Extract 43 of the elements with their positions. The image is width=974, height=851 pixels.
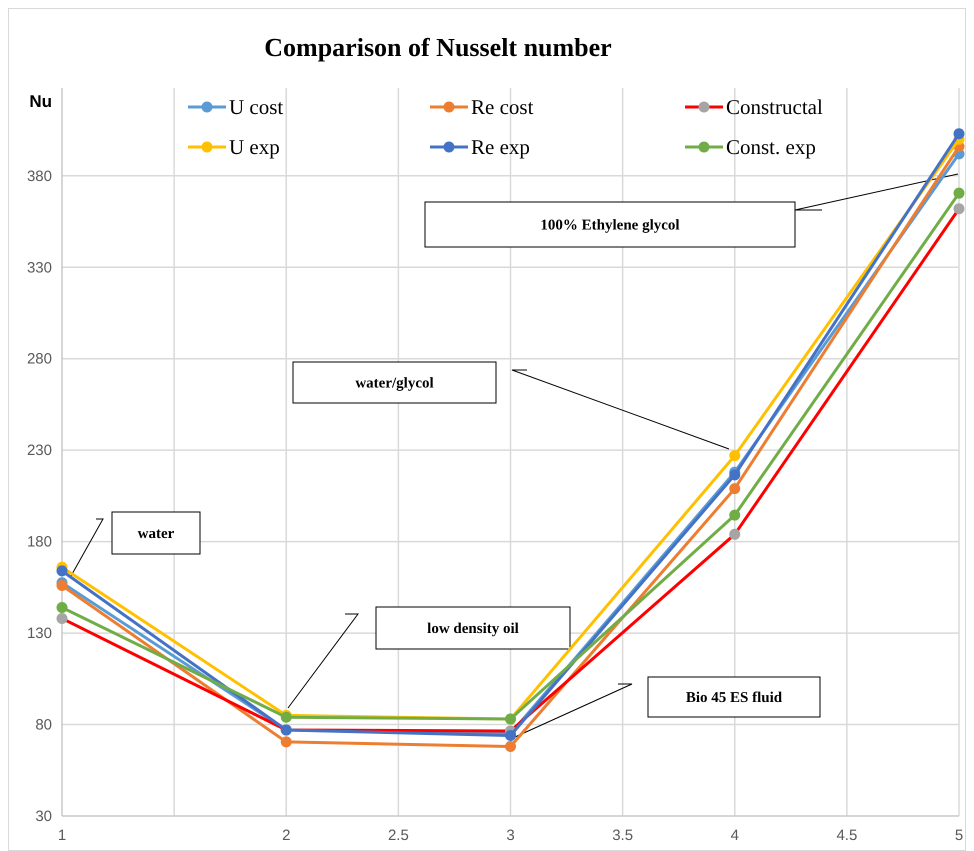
x-tick-label: 5 <box>954 827 964 844</box>
y-tick-label: 80 <box>35 716 52 734</box>
point <box>954 203 964 214</box>
point <box>729 483 740 494</box>
legend-label: Constructal <box>726 95 823 119</box>
point <box>56 612 68 624</box>
y-axis-title: Nu <box>29 92 52 111</box>
x-tick-label: 4 <box>730 827 739 844</box>
legend-label: U exp <box>229 135 280 159</box>
point <box>56 602 68 613</box>
y-tick-label: 330 <box>26 259 52 276</box>
point <box>729 528 740 540</box>
y-tick-label: 230 <box>26 442 52 460</box>
x-tick-label: 3 <box>506 827 515 844</box>
point <box>56 565 68 576</box>
annotation: water <box>138 526 175 542</box>
annotation: Bio 45 ES fluid <box>686 690 783 706</box>
annotation: water/glycol <box>355 376 434 392</box>
point <box>729 450 740 462</box>
point <box>729 510 740 521</box>
legend-label: Re exp <box>471 135 530 159</box>
y-tick-label: 130 <box>26 625 52 642</box>
x-tick-label: 2.5 <box>388 827 409 844</box>
legend-label: U cost <box>229 95 284 119</box>
y-tick-label: 380 <box>26 168 52 185</box>
y-tick-label: 280 <box>26 350 52 368</box>
y-tick-label: 30 <box>35 808 52 825</box>
x-tick-label: 3.5 <box>612 827 634 844</box>
point <box>505 740 516 752</box>
point <box>56 580 68 592</box>
annotation: low density oil <box>427 621 519 637</box>
point <box>954 128 964 140</box>
point <box>729 469 740 480</box>
x-tick-label: 2 <box>282 827 290 844</box>
annotation: 100% Ethylene glycol <box>540 218 680 234</box>
legend-label: Const. exp <box>726 135 816 159</box>
chart-title: Comparison of Nusselt number <box>264 33 612 62</box>
point <box>954 188 964 199</box>
point <box>280 736 292 748</box>
legend-label: Re cost <box>471 95 534 119</box>
y-tick-label: 180 <box>26 534 52 551</box>
x-tick-label: 4.5 <box>836 827 858 844</box>
x-tick-label: 1 <box>58 827 66 844</box>
